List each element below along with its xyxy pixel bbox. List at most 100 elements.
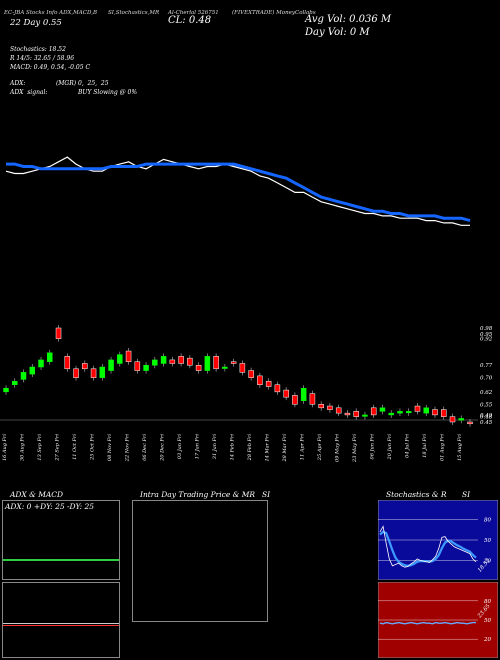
mfi-tick-label: 80 — [484, 599, 491, 605]
candle — [195, 364, 202, 371]
candle — [257, 375, 263, 386]
candle — [3, 388, 9, 393]
price-tick-label: 0.49 — [480, 413, 493, 419]
macd-readout: MACD: 0.49, 0.54, -0.05 C — [10, 64, 91, 71]
candle — [327, 405, 333, 410]
stoch-tick-label: 50 — [484, 538, 491, 544]
x-tick-label: 18 Jul Fri — [422, 434, 428, 458]
x-tick-label: 11 Apr Fri — [300, 434, 306, 461]
candle — [362, 414, 368, 417]
candle — [55, 327, 62, 339]
adx-signal: ADX signal: BUY Slowing @ 0% — [10, 89, 138, 96]
intra-day-panel[interactable] — [132, 500, 268, 622]
candle — [344, 412, 351, 416]
stoch-panel-title: Stochastics & R — [386, 490, 447, 499]
main-price-chart[interactable]: 0.980.950.92 0.77 0.70 0.62 0.55 0.490.480.45… — [0, 100, 500, 480]
intra-panel-title: Intra Day Trading Price & MR — [140, 490, 256, 499]
blue-ma-line — [6, 162, 471, 223]
x-tick-label: 31 Jan Fri — [212, 434, 218, 460]
ticker-line: EC-JBA Stocks Info ADX,MACD,B — [4, 10, 97, 16]
x-tick-label: 22 Nov Fri — [125, 434, 131, 463]
candle — [222, 366, 228, 369]
candle — [283, 389, 289, 398]
x-tick-label: 14 Feb Fri — [230, 434, 236, 461]
candle — [125, 350, 132, 362]
candle — [405, 411, 412, 414]
candle — [423, 407, 429, 414]
candle — [397, 411, 403, 414]
candle — [274, 384, 281, 393]
stoch-detail: R 14/5: 32.65 / 58.96 — [10, 55, 75, 62]
macd-signal-line — [3, 625, 119, 626]
company-line: (FIVEXTRADE) MoneyCollabs — [232, 10, 316, 16]
candle — [187, 357, 193, 366]
candle — [370, 407, 377, 416]
mfi-line — [379, 621, 476, 625]
candle — [230, 361, 237, 364]
x-tick-label: 23 May Fri — [352, 434, 358, 463]
candle — [117, 354, 123, 364]
stoch-readout: Stochastics: 18.52 — [10, 46, 66, 53]
price-tick-label: 0.77 — [480, 363, 493, 369]
price-tick-label: 0.48 — [480, 415, 493, 421]
candle — [292, 395, 298, 405]
x-tick-label: 28 Feb Fri — [247, 434, 253, 462]
candle — [178, 356, 184, 364]
candle — [47, 352, 53, 362]
candle — [152, 359, 158, 366]
x-tick-label: 06 Jun Fri — [370, 434, 376, 460]
price-tick-label: 0.70 — [480, 376, 493, 382]
x-tick-label: 20 Dec Fri — [160, 434, 166, 462]
x-tick-label: 17 Jan Fri — [195, 434, 201, 460]
mfi-tick-label: 20 — [483, 637, 491, 643]
candle — [29, 366, 36, 375]
x-tick-label: 09 May Fri — [335, 434, 341, 462]
candle — [318, 404, 324, 409]
mfi-tick-label: 50 — [484, 618, 491, 624]
x-tick-label: 16 Aug Fri — [2, 434, 8, 461]
stoch-tick-label: 20 — [483, 558, 491, 564]
candle — [108, 359, 114, 371]
candle — [239, 363, 246, 373]
price-tick-label: 0.62 — [480, 390, 493, 396]
candle — [160, 356, 167, 364]
day-vol: Day Vol: 0 M — [305, 27, 370, 38]
adx-panel[interactable]: ADX: 0 +DY: 25 -DY: 25 — [2, 500, 120, 580]
x-tick-label: 01 Aug Fri — [440, 434, 446, 461]
price-tick-label: 0.98 — [480, 326, 493, 332]
x-tick-label: 30 Aug Fri — [20, 434, 26, 461]
price-tick-label: 0.95 — [480, 332, 493, 338]
close-label: CL: 0.48 — [168, 15, 212, 26]
x-tick-label: 25 Apr Fri — [317, 434, 323, 462]
candle — [432, 409, 438, 416]
x-tick-label: 27 Sep Fri — [55, 434, 61, 462]
avg-vol: Avg Vol: 0.036 M — [305, 14, 392, 25]
stoch-d-line — [379, 530, 477, 567]
x-tick-label: 08 Nov Fri — [107, 434, 113, 462]
x-tick-label: 20 Jun Fri — [387, 434, 393, 461]
candle — [169, 359, 176, 364]
macd-line — [3, 623, 119, 624]
price-tick-label: 0.92 — [480, 337, 493, 343]
open-label: 22 Day 0.55 — [10, 18, 62, 28]
candle — [449, 416, 456, 423]
candle — [82, 363, 88, 370]
candle — [353, 411, 359, 417]
candle — [248, 370, 254, 378]
intra-si-label: SI — [262, 490, 271, 499]
x-tick-label: 13 Sep Fri — [37, 434, 43, 461]
candle — [20, 372, 27, 380]
candle — [143, 364, 149, 371]
stoch-k-line — [379, 525, 477, 568]
candle — [213, 356, 219, 370]
study-line: SI,Stochastics,MR — [108, 10, 160, 16]
candle — [134, 361, 141, 371]
candle — [309, 393, 316, 405]
candle — [388, 412, 394, 416]
adx-line — [3, 559, 119, 561]
stoch-si-label: SI — [462, 490, 471, 499]
candle — [379, 407, 386, 412]
macd-panel[interactable] — [2, 582, 120, 658]
